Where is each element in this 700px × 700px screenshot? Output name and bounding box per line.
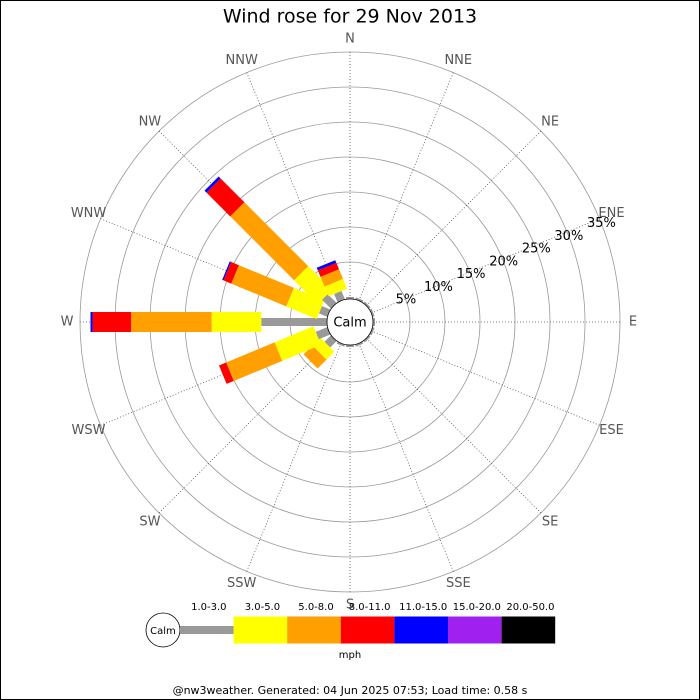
bar-segment	[211, 312, 262, 332]
bar-segment	[334, 290, 345, 303]
legend-label: 11.0-15.0	[399, 602, 447, 613]
legend-label: 8.0-11.0	[349, 602, 391, 613]
bar-segment	[274, 326, 321, 361]
spoke	[371, 218, 600, 314]
bar-segment	[322, 294, 337, 309]
bar-segment	[92, 312, 132, 332]
bar-segment	[219, 362, 234, 384]
legend-swatch	[394, 616, 448, 644]
direction-label: N	[345, 32, 355, 47]
direction-label: SSW	[227, 576, 257, 591]
spoke	[365, 130, 542, 307]
spoke	[246, 343, 342, 572]
footer: @nw3weather. Generated: 04 Jun 2025 07:5…	[173, 684, 528, 697]
bar-segment	[324, 278, 347, 297]
bar-segment	[363, 335, 371, 343]
bar-segment	[223, 261, 239, 284]
bar-segment	[316, 260, 337, 271]
spoke	[158, 337, 335, 514]
direction-label: ESE	[599, 423, 624, 438]
legend-swatch	[448, 616, 502, 644]
direction-label: S	[346, 598, 354, 613]
ring-label: 35%	[587, 216, 616, 231]
ring-label: 30%	[554, 229, 583, 244]
direction-label: E	[629, 315, 637, 330]
ring-label: 10%	[424, 280, 453, 295]
ring-label: 25%	[522, 242, 551, 257]
direction-label: SSE	[446, 576, 471, 591]
direction-label: WSW	[72, 423, 106, 438]
unit-label: mph	[339, 650, 361, 661]
bar-segment	[206, 178, 245, 217]
legend-label: 20.0-50.0	[506, 602, 554, 613]
ring-label: 20%	[489, 254, 518, 269]
direction-label: W	[61, 315, 74, 330]
bar-segment	[363, 301, 371, 309]
bar-segment	[318, 306, 331, 317]
calm-label: Calm	[333, 316, 366, 331]
bar-segment	[336, 341, 345, 347]
bar-segment	[317, 262, 339, 277]
spoke	[371, 330, 600, 426]
bar-segment	[346, 297, 354, 299]
legend-label: 15.0-20.0	[453, 602, 501, 613]
bar-segment	[204, 176, 221, 193]
bar-segment	[90, 312, 93, 332]
bar-segment	[303, 345, 327, 369]
direction-label: ENE	[598, 206, 624, 221]
legend-swatch	[287, 616, 341, 644]
spoke	[358, 343, 454, 572]
bar-segment	[355, 297, 364, 303]
direction-label: NNE	[444, 53, 472, 68]
legend-label: 3.0-5.0	[245, 602, 280, 613]
legend-swatch	[233, 616, 288, 644]
bar-segment	[355, 341, 364, 347]
bar-segment	[369, 308, 375, 317]
spoke	[100, 330, 329, 426]
bar-segment	[369, 327, 375, 336]
direction-label: WNW	[71, 206, 107, 221]
bar-segment	[222, 261, 232, 281]
spoke	[246, 72, 342, 301]
direction-label: NNW	[226, 53, 258, 68]
direction-label: SE	[542, 515, 558, 530]
spoke	[358, 72, 454, 301]
bar-segment	[230, 202, 309, 281]
bar-segment	[226, 342, 283, 381]
direction-label: SW	[139, 515, 160, 530]
bar-segment	[294, 266, 332, 304]
calm-circle	[326, 298, 374, 346]
bar-segment	[346, 345, 354, 347]
chart-title: Wind rose for 29 Nov 2013	[223, 6, 477, 28]
bar-segment	[315, 327, 331, 340]
bar-segment	[320, 269, 343, 287]
spoke	[100, 218, 329, 314]
bar-segment	[261, 318, 327, 326]
bar-segment	[131, 312, 212, 332]
ring-label: 5%	[396, 293, 417, 308]
direction-label: NE	[541, 114, 559, 129]
direction-label: NW	[139, 114, 162, 129]
legend-label: 5.0-8.0	[298, 602, 333, 613]
legend-label: 1.0-3.0	[191, 602, 226, 613]
legend-calm-label: Calm	[150, 626, 176, 637]
legend-swatch	[180, 626, 234, 634]
legend-swatch	[501, 616, 556, 644]
bar-segment	[373, 318, 375, 326]
ring-label: 15%	[457, 267, 486, 282]
bar-segment	[231, 265, 294, 307]
legend-swatch	[340, 616, 395, 644]
bar-segment	[286, 287, 325, 319]
spoke	[365, 337, 542, 514]
